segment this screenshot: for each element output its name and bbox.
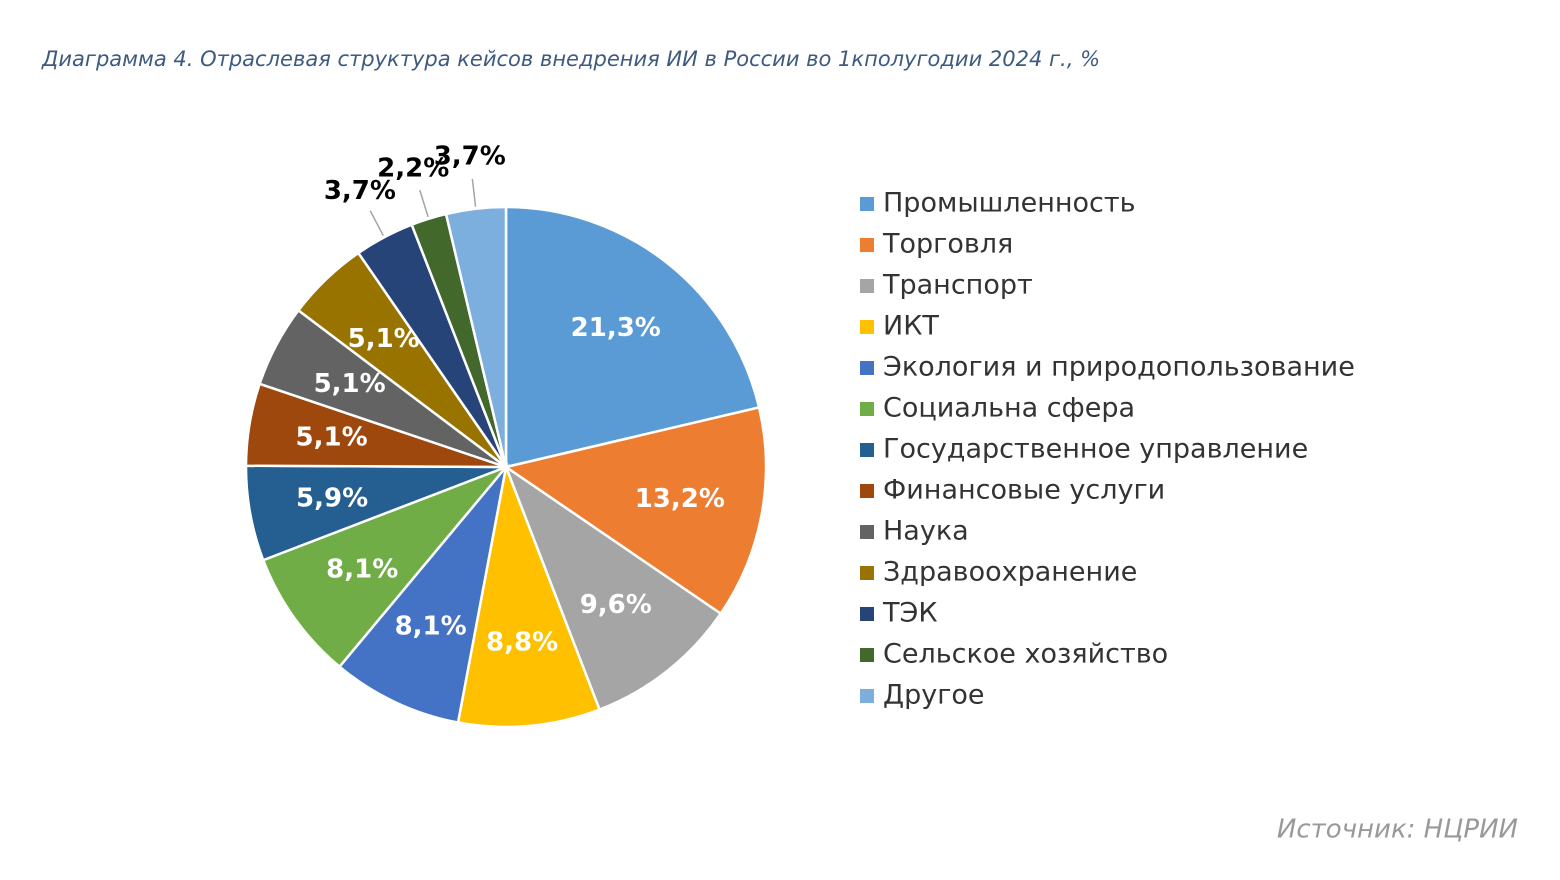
leader-line — [369, 210, 384, 236]
legend-label: Социальна сфера — [883, 393, 1135, 424]
data-label: 21,3% — [571, 313, 661, 343]
legend-label: Здравоохранение — [883, 557, 1137, 588]
data-label: 8,8% — [486, 628, 558, 658]
pie-slice — [261, 464, 511, 669]
legend-swatch — [860, 484, 874, 498]
legend-label: Наука — [883, 516, 969, 547]
pie-slice — [503, 463, 723, 712]
legend-swatch — [860, 689, 874, 703]
legend-label: Транспорт — [882, 270, 1033, 301]
data-label: 2,2% — [377, 154, 449, 184]
legend-swatch — [860, 443, 874, 457]
pie-slice — [456, 462, 602, 729]
data-label: 5,1% — [314, 369, 386, 399]
data-label: 8,1% — [395, 611, 467, 641]
data-label: 3,7% — [324, 176, 396, 206]
legend-label: Государственное управление — [883, 434, 1308, 465]
data-label: 3,7% — [434, 142, 506, 172]
legend-swatch — [860, 238, 874, 252]
leader-line — [419, 189, 429, 218]
legend-label: Промышленность — [883, 188, 1136, 219]
legend-label: Экология и природопользование — [883, 352, 1355, 383]
legend-swatch — [860, 525, 874, 539]
pie-slice — [444, 205, 508, 468]
data-label: 9,6% — [580, 590, 652, 620]
legend-label: Финансовые услуги — [883, 475, 1165, 506]
legend-swatch — [860, 320, 874, 334]
legend-swatch — [860, 402, 874, 416]
legend-swatch — [860, 279, 874, 293]
data-label: 13,2% — [635, 484, 725, 514]
data-label: 8,1% — [326, 554, 398, 584]
chart-title: Диаграмма 4. Отраслевая структура кейсов… — [41, 47, 1100, 71]
legend-swatch — [860, 361, 874, 375]
pie-slice — [502, 405, 768, 616]
legend-swatch — [860, 566, 874, 580]
legend-label: Торговля — [882, 229, 1013, 260]
leader-line — [471, 178, 477, 207]
legend-label: Другое — [883, 680, 985, 711]
data-label: 5,1% — [296, 422, 368, 452]
legend-swatch — [860, 607, 874, 621]
pie-slice — [337, 462, 509, 724]
pie-slice — [504, 205, 761, 469]
data-label: 5,9% — [296, 483, 368, 513]
legend-swatch — [860, 648, 874, 662]
legend-label: ИКТ — [883, 311, 939, 342]
legend-label: ТЭК — [882, 598, 938, 629]
source: Источник: НЦРИИ — [1277, 815, 1518, 845]
data-label: 5,1% — [348, 324, 420, 354]
legend-label: Сельское хозяйство — [883, 639, 1168, 670]
legend-swatch — [860, 197, 874, 211]
